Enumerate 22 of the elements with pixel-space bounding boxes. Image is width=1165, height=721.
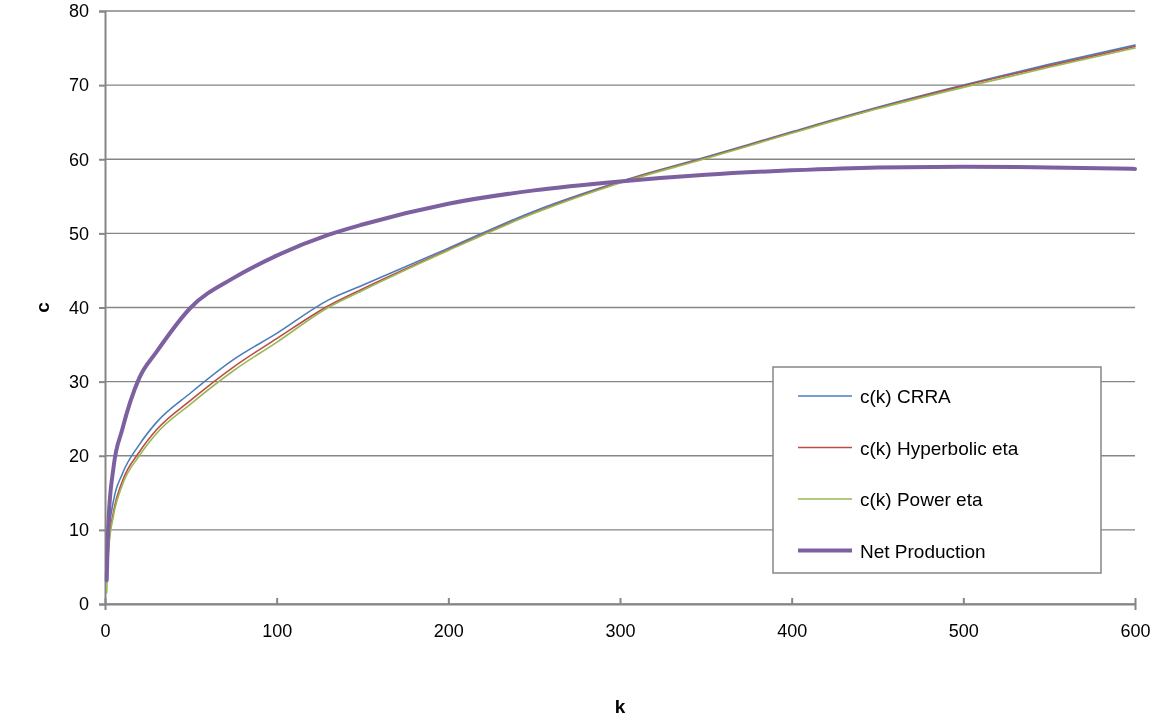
x-tick-label: 0: [100, 620, 111, 641]
y-tick-label: 20: [68, 446, 89, 467]
y-tick-label: 40: [68, 297, 89, 318]
y-tick-label: 70: [68, 75, 89, 96]
y-tick-label: 60: [68, 149, 89, 170]
legend-label: Net Production: [860, 540, 986, 562]
y-tick-label: 50: [68, 223, 89, 244]
x-tick-label: 100: [262, 620, 293, 641]
x-tick-label: 600: [1120, 620, 1151, 641]
y-tick-label: 80: [68, 1, 89, 22]
x-tick-label: 400: [777, 620, 808, 641]
x-tick-label: 500: [948, 620, 979, 641]
y-axis-title: c: [32, 301, 53, 313]
y-tick-label: 0: [78, 594, 89, 615]
x-axis-title: k: [614, 696, 626, 717]
legend-label: c(k) CRRA: [860, 386, 952, 407]
y-tick-label: 30: [68, 371, 89, 392]
y-tick-label: 10: [68, 520, 89, 541]
x-tick-label: 300: [605, 620, 636, 641]
legend-label: c(k) Hyperbolic eta: [860, 437, 1019, 459]
legend-label: c(k) Power eta: [860, 489, 983, 510]
x-tick-label: 200: [433, 620, 464, 641]
